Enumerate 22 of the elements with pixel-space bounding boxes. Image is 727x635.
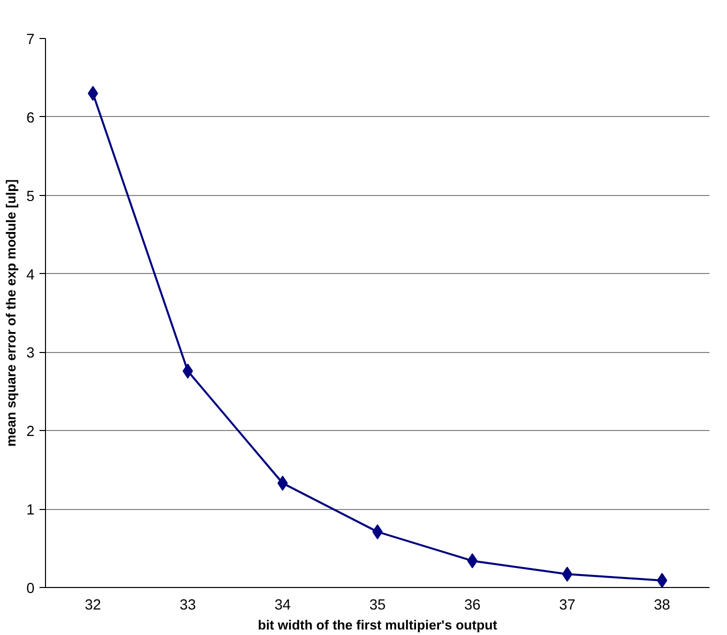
x-tick-label: 35 bbox=[369, 598, 386, 614]
y-axis-title: mean square error of the exp module [ulp] bbox=[3, 179, 18, 447]
x-tick-label: 33 bbox=[180, 598, 196, 614]
x-tick-label: 37 bbox=[559, 598, 576, 614]
x-tick-label: 38 bbox=[654, 598, 670, 614]
y-tick-label: 0 bbox=[26, 581, 35, 597]
point bbox=[372, 524, 383, 540]
x-tick-label: 32 bbox=[84, 598, 102, 614]
point bbox=[277, 476, 288, 491]
y-tick-label: 5 bbox=[26, 188, 35, 205]
x-tick-label: 36 bbox=[464, 598, 481, 614]
point bbox=[88, 86, 98, 101]
y-tick-label: 7 bbox=[26, 32, 35, 48]
y-tick-label: 4 bbox=[26, 267, 35, 284]
y-tick-label: 2 bbox=[26, 424, 35, 440]
y-tick-label: 3 bbox=[26, 346, 35, 362]
point bbox=[467, 553, 478, 568]
point bbox=[656, 572, 668, 588]
y-tick-label: 1 bbox=[26, 502, 35, 519]
x-axis-title: bit width of the first multipier's output bbox=[258, 618, 498, 632]
x-tick-label: 34 bbox=[274, 598, 291, 614]
y-tick-label: 6 bbox=[26, 110, 35, 126]
